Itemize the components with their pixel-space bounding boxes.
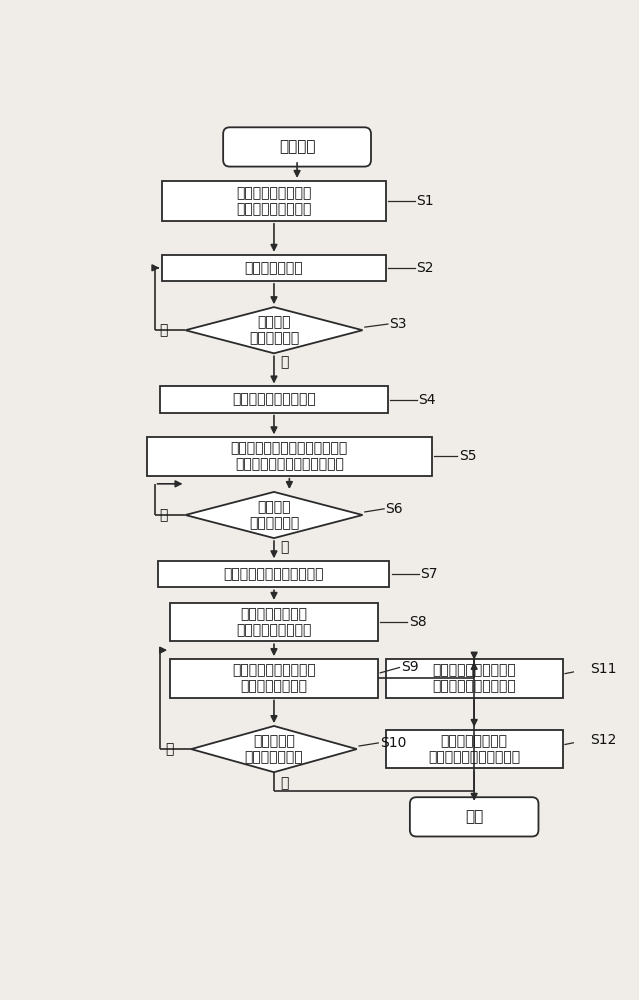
Text: S12: S12 — [590, 733, 616, 747]
Text: 否: 否 — [166, 742, 174, 756]
Text: S11: S11 — [590, 662, 616, 676]
Text: 以所计算出的再现
速度对运动图像进行再现: 以所计算出的再现 速度对运动图像进行再现 — [428, 734, 520, 764]
Text: 触摸面板
的接触操作？: 触摸面板 的接触操作？ — [249, 315, 299, 345]
Text: S9: S9 — [401, 660, 419, 674]
Text: 否: 否 — [160, 323, 168, 337]
Bar — [147, 437, 432, 476]
Text: S5: S5 — [459, 449, 476, 463]
Bar — [160, 386, 387, 413]
Text: 接触位置的位置信号的获取: 接触位置的位置信号的获取 — [224, 567, 324, 581]
Bar — [385, 659, 563, 698]
FancyBboxPatch shape — [223, 127, 371, 167]
Text: S8: S8 — [409, 615, 426, 629]
Text: S1: S1 — [417, 194, 434, 208]
Text: S4: S4 — [419, 393, 436, 407]
Bar — [162, 181, 385, 221]
Bar — [170, 603, 378, 641]
Text: 计算快慢再现的时间，
显示对应的帧图像: 计算快慢再现的时间， 显示对应的帧图像 — [232, 663, 316, 693]
Text: 计算每单位时间的
滑动量作为操作速度: 计算每单位时间的 滑动量作为操作速度 — [236, 607, 312, 637]
Bar — [158, 561, 390, 587]
Text: S2: S2 — [417, 261, 434, 275]
Text: 运动图像的显示: 运动图像的显示 — [245, 261, 304, 275]
Text: 滑动操作结束后的运动
图像的再现速度的计算: 滑动操作结束后的运动 图像的再现速度的计算 — [433, 663, 516, 693]
Polygon shape — [191, 726, 357, 772]
Text: 是: 是 — [280, 776, 288, 790]
Polygon shape — [185, 492, 362, 538]
Text: 否: 否 — [160, 508, 168, 522]
Text: S10: S10 — [380, 736, 406, 750]
Text: 以接触位置为原点，获取进行了
接触操作的时间点的再现时间: 以接触位置为原点，获取进行了 接触操作的时间点的再现时间 — [231, 441, 348, 472]
Text: 触摸面板
的滑动操作？: 触摸面板 的滑动操作？ — [249, 500, 299, 530]
Text: 返回: 返回 — [465, 809, 483, 824]
Text: 运动图像的再现的暂停: 运动图像的再现的暂停 — [232, 393, 316, 407]
Text: S3: S3 — [390, 317, 407, 331]
Text: S6: S6 — [385, 502, 403, 516]
Bar — [162, 255, 385, 281]
Polygon shape — [185, 307, 362, 353]
Bar — [170, 659, 378, 698]
Bar — [385, 730, 563, 768]
Text: 是: 是 — [280, 540, 288, 554]
Text: 触摸面板的
接触操作结束？: 触摸面板的 接触操作结束？ — [245, 734, 304, 764]
Text: S7: S7 — [420, 567, 438, 581]
Text: 再现对象的运动图像
的摄像帧速率的获取: 再现对象的运动图像 的摄像帧速率的获取 — [236, 186, 312, 216]
Text: 再现处理: 再现处理 — [279, 139, 315, 154]
Text: 是: 是 — [280, 356, 288, 370]
FancyBboxPatch shape — [410, 797, 539, 836]
